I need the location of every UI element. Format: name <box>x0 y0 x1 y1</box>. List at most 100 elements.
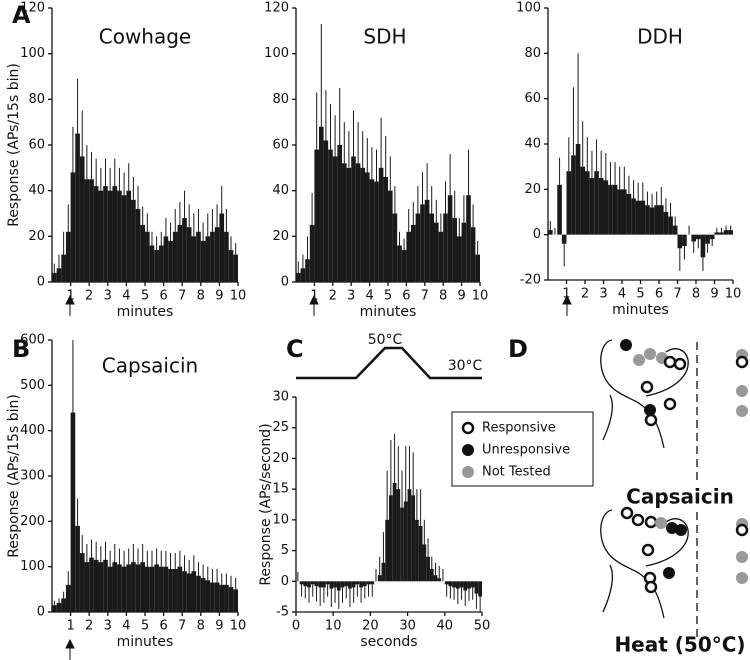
x-tick-label: 1 <box>66 289 74 304</box>
bar <box>140 562 145 612</box>
bar <box>374 181 379 282</box>
bar <box>700 234 706 258</box>
x-tick-label: 7 <box>178 289 186 304</box>
bar <box>429 569 434 582</box>
bar <box>457 236 462 282</box>
bar <box>112 186 118 282</box>
bar <box>70 412 76 612</box>
bar <box>210 582 215 612</box>
y-tick-label: 0 <box>37 275 45 290</box>
x-tick-label: 1 <box>66 619 74 634</box>
legend-box <box>451 411 594 487</box>
bar <box>233 589 238 612</box>
bar <box>168 568 173 612</box>
bar <box>296 272 301 282</box>
bar <box>612 184 618 235</box>
y-tick-label: 25 <box>272 420 289 435</box>
bar <box>426 556 430 582</box>
bar <box>478 581 482 597</box>
x-tick-label: 4 <box>365 289 373 304</box>
y-axis-label: Response (APs/15s bin) <box>6 63 22 227</box>
panel-label: C <box>286 335 304 363</box>
bar <box>411 495 416 582</box>
bar <box>112 562 118 612</box>
panel-label: D <box>508 335 528 363</box>
bar <box>75 133 80 282</box>
annotation: 50°C <box>368 332 403 348</box>
y-tick-label: 20 <box>272 451 289 466</box>
y-tick-label: 30 <box>272 390 289 405</box>
bar <box>307 581 311 588</box>
bar <box>418 526 423 582</box>
bar <box>340 581 345 588</box>
bar <box>433 575 438 582</box>
bar <box>467 581 471 589</box>
bar <box>470 581 475 588</box>
bar <box>342 163 347 282</box>
y-tick-label: 10 <box>272 512 289 527</box>
x-tick-label: 4 <box>122 289 130 304</box>
y-tick-label: 20 <box>524 182 541 197</box>
bar <box>351 156 356 282</box>
bar <box>617 189 622 235</box>
y-tick-label: 80 <box>524 46 541 61</box>
chart-title: Cowhage <box>99 25 192 49</box>
bar <box>415 519 419 582</box>
bar <box>191 236 197 282</box>
bar <box>566 171 572 235</box>
bar <box>709 234 715 240</box>
x-axis-label: minutes <box>612 302 669 318</box>
bar <box>415 213 421 282</box>
bar <box>163 566 169 612</box>
bar <box>177 224 183 282</box>
bar <box>649 207 655 235</box>
bar <box>434 222 439 282</box>
y-tick-label: -20 <box>520 273 541 288</box>
bar <box>444 581 449 585</box>
legend-label: Responsive <box>482 421 556 436</box>
bar <box>420 204 425 282</box>
bar <box>385 519 389 582</box>
bar <box>84 179 90 282</box>
x-tick-label: 8 <box>439 289 447 304</box>
x-tick-label: 6 <box>159 619 167 634</box>
bar <box>323 140 329 282</box>
bar <box>56 602 62 612</box>
x-tick-label: 10 <box>230 289 247 304</box>
x-tick-label: 9 <box>215 619 223 634</box>
chart-title: DDH <box>637 25 683 49</box>
bar <box>303 581 308 587</box>
bar <box>383 176 388 282</box>
x-tick-label: 8 <box>197 619 205 634</box>
bar <box>336 581 341 591</box>
bar <box>196 231 201 282</box>
bar <box>98 562 104 612</box>
bar <box>580 166 585 235</box>
bar <box>89 179 94 282</box>
y-tick-label: 20 <box>272 229 289 244</box>
x-tick-label: 9 <box>215 289 223 304</box>
bar <box>145 566 150 612</box>
bar <box>131 562 136 612</box>
bar <box>396 489 401 582</box>
bar <box>351 581 356 588</box>
bar <box>466 195 471 282</box>
bar <box>392 213 398 282</box>
receptive-field-outline <box>602 394 614 613</box>
y-tick-label: 0 <box>37 605 45 620</box>
bar <box>149 566 155 612</box>
bar <box>455 581 460 589</box>
bar <box>319 126 324 282</box>
bar <box>126 564 132 612</box>
y-tick-label: 60 <box>28 138 45 153</box>
x-axis-label: minutes <box>117 634 174 650</box>
bar <box>224 231 229 282</box>
y-tick-label: 120 <box>264 1 289 16</box>
bar <box>158 245 164 282</box>
bar <box>705 234 710 244</box>
bar <box>337 145 342 282</box>
y-tick-label: 100 <box>20 46 45 61</box>
bar <box>422 544 427 582</box>
bar <box>461 222 467 282</box>
